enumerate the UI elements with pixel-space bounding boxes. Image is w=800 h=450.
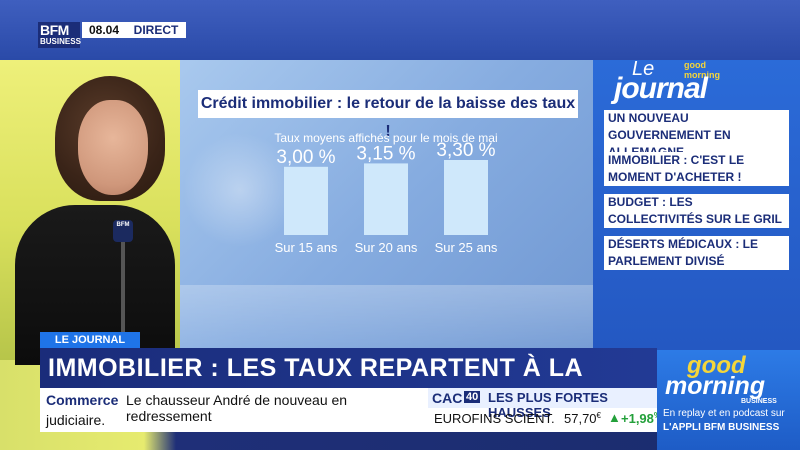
category-label-2: Sur 20 ans: [355, 240, 418, 255]
clock-time: 08.04: [82, 22, 126, 38]
index-number-badge: 40: [464, 391, 481, 403]
stock-price: 57,70€: [564, 411, 601, 426]
stock-name: EUROFINS SCIENT.: [434, 411, 555, 426]
market-ticker-title: LES PLUS FORTES HAUSSES: [488, 390, 608, 420]
promo-good: good: [687, 352, 746, 379]
up-arrow-icon: ▲: [608, 410, 621, 425]
journal-headline-3: BUDGET : LES COLLECTIVITÉS SUR LE GRIL: [604, 194, 789, 228]
microphone-icon: [113, 220, 133, 242]
journal-le: Le: [632, 58, 655, 80]
market-ticker: CAC 40 LES PLUS FORTES HAUSSES EUROFINS …: [428, 388, 661, 432]
panel-photo-highlight: [185, 130, 295, 250]
logo-line-1: BFM: [40, 22, 69, 38]
bar-value-label-3: 3,30 %: [436, 140, 495, 161]
promo-business: BUSINESS: [741, 398, 777, 405]
chart-panel: Crédit immobilier : le retour de la bais…: [180, 60, 593, 350]
promo-line-2: L'APPLI BFM BUSINESS: [663, 422, 780, 433]
journal-headline-4: DÉSERTS MÉDICAUX : LE PARLEMENT DIVISÉ: [604, 236, 789, 270]
stock-change: +1,98%: [621, 411, 661, 426]
index-name: CAC: [432, 390, 463, 406]
good-morning-business-promo: good morning BUSINESS En replay et en po…: [657, 350, 800, 450]
live-badge: DIRECT: [126, 22, 186, 38]
section-tag: LE JOURNAL: [40, 332, 140, 348]
bfm-business-logo: BFM BUSINESS: [38, 22, 81, 48]
market-ticker-header: CAC 40 LES PLUS FORTES HAUSSES: [428, 388, 657, 420]
bar-value-label-2: 3,15 %: [356, 143, 415, 164]
promo-line-1: En replay et en podcast sur: [663, 408, 785, 419]
bar-value-label-1: 3,00 %: [276, 147, 335, 168]
presenter-face: [78, 100, 148, 195]
journal-logo: Le good morning journal: [614, 58, 724, 105]
presenter: BFM: [0, 70, 180, 365]
journal-headline-2: IMMOBILIER : C'EST LE MOMENT D'ACHETER !: [604, 152, 789, 186]
bar-3: [444, 160, 488, 235]
ticker-category: Commerce: [46, 392, 119, 408]
microphone-stand: [121, 242, 125, 360]
ticker-text-continued: judiciaire.: [46, 412, 106, 428]
stock-price-unit: €: [596, 411, 601, 420]
bar-2: [364, 163, 408, 235]
logo-line-2: BUSINESS: [40, 37, 81, 46]
category-label-3: Sur 25 ans: [435, 240, 498, 255]
bar-chart: Taux moyens affichés pour le mois de mai…: [274, 131, 498, 255]
category-label-1: Sur 15 ans: [275, 240, 338, 255]
bar-1: [284, 166, 328, 235]
chart-subtitle: Taux moyens affichés pour le mois de mai: [274, 131, 497, 145]
journal-good-morning-mini-logo: good morning: [684, 60, 720, 80]
news-ticker: Commerce Le chausseur André de nouveau e…: [40, 388, 428, 432]
chart-title: Crédit immobilier : le retour de la bais…: [198, 90, 578, 140]
ticker-text: Le chausseur André de nouveau en redress…: [126, 392, 348, 424]
stock-price-value: 57,70: [564, 411, 597, 426]
panel-photo-paper: [180, 285, 593, 350]
promo-morning: morning: [665, 372, 765, 400]
headline-banner: IMMOBILIER : LES TAUX REPARTENT À LA BAI…: [40, 348, 657, 422]
stock-change-value: +1,98: [621, 411, 654, 426]
microphone-logo: BFM: [116, 222, 130, 228]
journal-title: journal: [614, 72, 708, 105]
